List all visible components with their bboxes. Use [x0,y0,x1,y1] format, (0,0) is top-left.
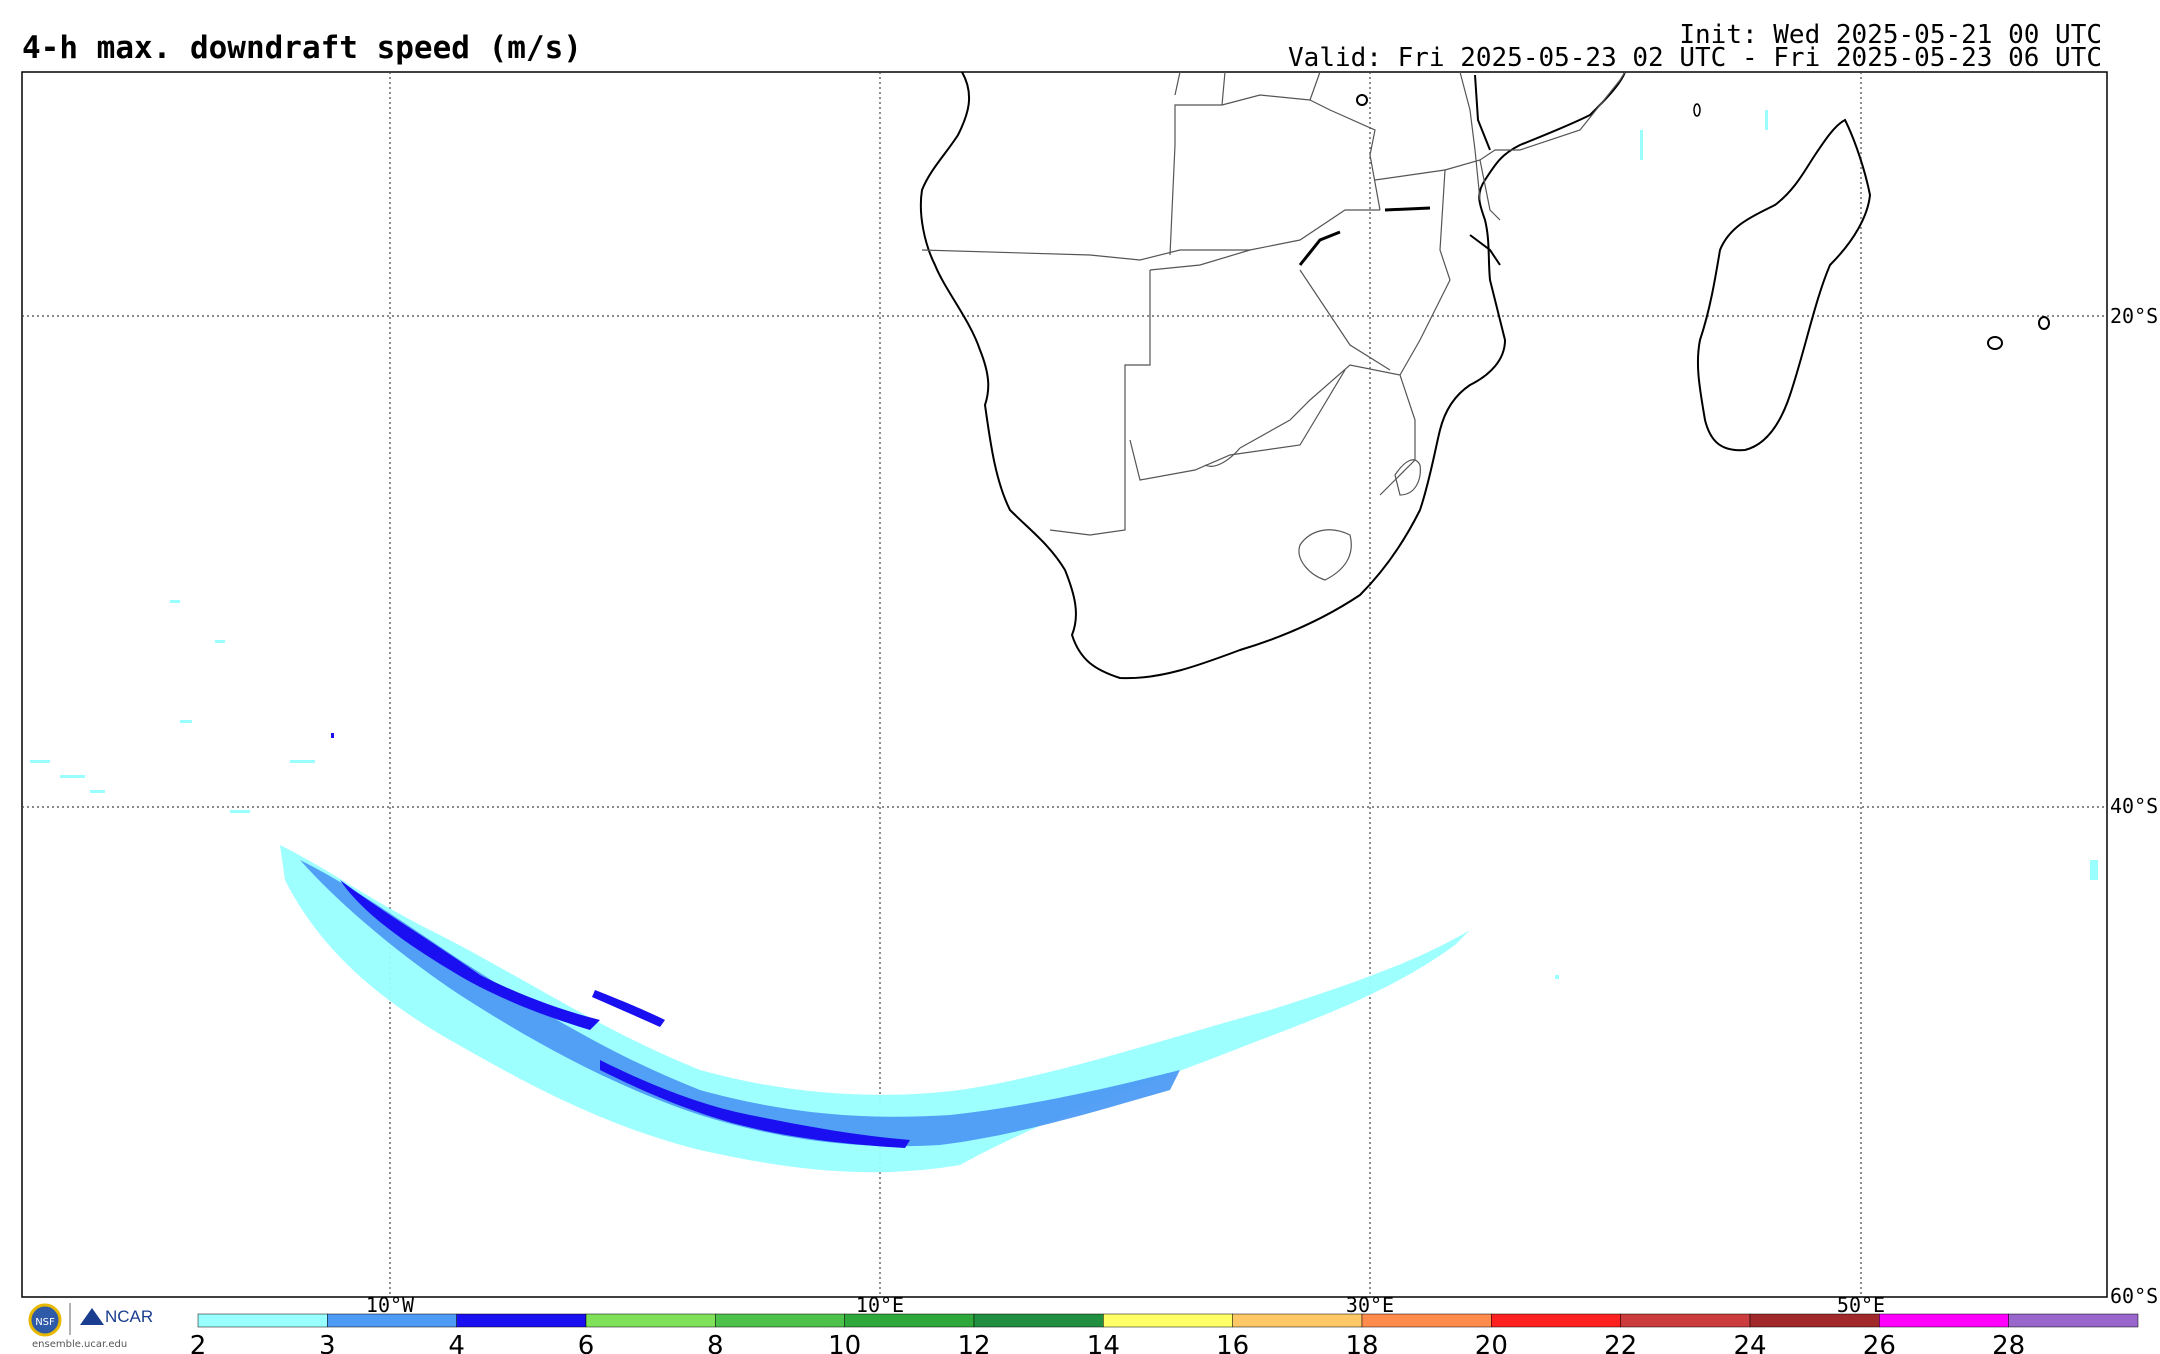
svg-text:NSF: NSF [35,1317,55,1328]
zambezi-line [1469,234,1501,266]
colorbar-swatch [585,1313,716,1328]
colorbar-swatch [973,1313,1104,1328]
colorbar-tick-label: 16 [1216,1331,1249,1354]
africa-coastline [919,71,1626,680]
lat-label-60s: 60°S [2110,1284,2158,1308]
mauritius-island [2038,316,2050,330]
lake-cahora [1384,206,1431,212]
field-level-4b [600,1060,910,1148]
colorbar-swatch [1361,1313,1492,1328]
comoros-island [1693,103,1701,117]
lake-kariba [1298,230,1341,266]
field-specks [30,110,2098,979]
colorbar-tick-label: 12 [957,1331,990,1354]
reunion-island [1987,336,2003,350]
valid-time: Valid: Fri 2025-05-23 02 UTC - Fri 2025-… [1288,43,2102,73]
lon-label-10w: 10°W [366,1293,415,1317]
field-level-4a [340,880,600,1030]
colorbar-swatch [1749,1313,1880,1328]
colorbar-tick-label: 8 [707,1331,724,1354]
colorbar-tick-label: 3 [319,1331,336,1354]
ensemble-url: ensemble.ucar.edu [32,1339,128,1350]
colorbar-tick-label: 6 [578,1331,595,1354]
latitude-labels: 20°S 40°S 60°S [2110,304,2158,1308]
lon-label-10e: 10°E [856,1293,904,1317]
colorbar-tick-label: 10 [828,1331,861,1354]
lake-malawi [1474,74,1491,151]
colorbar-tick-label: 2 [190,1331,207,1354]
colorbar-swatch [456,1313,587,1328]
lon-label-50e: 50°E [1837,1293,1885,1317]
colorbar-tick-label: 20 [1475,1331,1508,1354]
longitude-labels: 10°W 10°E 30°E 50°E [366,1293,1885,1317]
colorbar-swatch [1879,1313,2009,1328]
madagascar-coastline [1696,118,1872,452]
init-time: Init: Wed 2025-05-21 00 UTC [1679,20,2102,50]
ncar-wordmark: NCAR [105,1307,154,1326]
field-level-2 [280,845,1470,1173]
colorbar-swatch [2008,1313,2139,1328]
colorbar-swatch [1491,1313,1621,1328]
colorbar-tick-label: 26 [1863,1331,1896,1354]
lake-island [1356,94,1368,106]
lat-label-40s: 40°S [2110,794,2158,818]
colorbar-tick-label: 24 [1733,1331,1766,1354]
field-level-3 [300,860,1180,1147]
gridlines [22,72,2107,1297]
colorbar-tick-label: 4 [448,1331,465,1354]
colorbar-swatch [1103,1313,1233,1328]
colorbar-swatch [1620,1313,1751,1328]
colorbar-swatch [844,1313,975,1328]
colorbar-tick-label: 22 [1604,1331,1637,1354]
country-borders [921,71,1626,581]
colorbar: 2 3 4 6 8 10 12 14 16 18 20 22 24 26 28 [190,1313,2139,1354]
ncar-logo-icon [80,1308,104,1325]
colorbar-swatch [1232,1313,1363,1328]
colorbar-tick-label: 28 [1992,1331,2025,1354]
colorbar-tick-label: 14 [1087,1331,1120,1354]
lat-label-20s: 20°S [2110,304,2158,328]
colorbar-tick-label: 18 [1345,1331,1378,1354]
nsf-logo: NSF [28,1303,62,1337]
colorbar-swatch [715,1313,845,1328]
chart-title: 4-h max. downdraft speed (m/s) [22,30,582,66]
downdraft-field [30,110,2098,1173]
field-level-4c [592,990,665,1027]
colorbar-swatch [197,1313,328,1328]
lon-label-30e: 30°E [1346,1293,1394,1317]
colorbar-swatch [327,1313,457,1328]
